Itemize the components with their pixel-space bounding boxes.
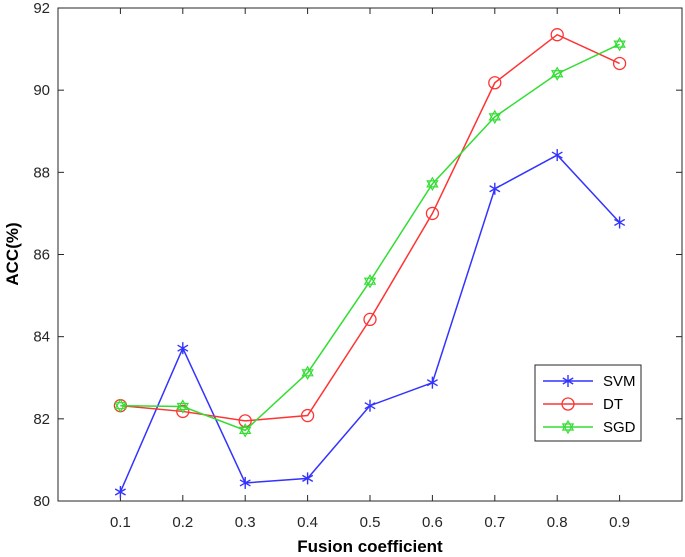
data-point-dt — [176, 404, 190, 419]
x-tick-label: 0.2 — [172, 514, 193, 531]
legend-label-dt: DT — [603, 396, 623, 413]
x-tick-label: 0.3 — [235, 514, 256, 531]
x-tick-label: 0.6 — [422, 514, 443, 531]
data-point-dt — [425, 206, 440, 221]
data-point-dt — [550, 28, 564, 42]
data-point-svm — [614, 216, 626, 229]
data-point-svm — [551, 149, 563, 162]
data-point-sgd — [176, 399, 190, 414]
data-point-sgd — [426, 176, 439, 192]
data-point-dt — [300, 408, 315, 423]
data-point-dt — [612, 56, 627, 71]
y-axis-ticks: 80 82 84 86 88 90 92 — [33, 0, 682, 510]
x-tick-label: 0.4 — [297, 514, 318, 531]
data-point-dt — [488, 76, 502, 90]
y-tick-label: 82 — [33, 411, 50, 428]
y-tick-label: 88 — [33, 164, 50, 181]
data-point-sgd — [238, 423, 252, 438]
y-tick-label: 92 — [33, 0, 50, 17]
data-point-svm — [426, 376, 438, 389]
legend-marker-dt — [561, 397, 575, 411]
data-point-svm — [239, 476, 251, 489]
x-axis-ticks: 0.1 0.2 0.3 0.4 0.5 0.6 0.7 0.8 0.9 — [110, 8, 630, 531]
legend-marker-svm — [562, 375, 574, 387]
data-point-sgd — [613, 36, 626, 52]
y-axis-title: ACC(%) — [3, 222, 22, 285]
data-point-sgd — [114, 398, 127, 413]
y-tick-label: 84 — [33, 329, 50, 346]
legend-marker-sgd — [561, 419, 575, 435]
data-point-sgd — [363, 274, 377, 289]
data-point-svm — [302, 472, 314, 485]
data-point-svm — [489, 182, 501, 195]
x-tick-label: 0.7 — [484, 514, 505, 531]
x-tick-label: 0.9 — [609, 514, 630, 531]
x-axis-title: Fusion coefficient — [297, 537, 443, 556]
series-layer — [113, 28, 627, 498]
x-tick-label: 0.1 — [110, 514, 131, 531]
data-point-sgd — [550, 66, 564, 81]
data-point-svm — [114, 485, 126, 498]
data-point-dt — [363, 312, 377, 327]
legend-box — [534, 364, 642, 442]
y-tick-label: 90 — [33, 82, 50, 99]
y-tick-label: 86 — [33, 247, 50, 264]
data-point-svm — [364, 399, 376, 412]
legend: SVM DT SGD — [534, 364, 642, 442]
legend-label-sgd: SGD — [603, 419, 636, 436]
x-tick-label: 0.8 — [547, 514, 568, 531]
series-line-sgd — [120, 43, 620, 432]
data-point-sgd — [301, 365, 314, 381]
x-tick-label: 0.5 — [360, 514, 381, 531]
data-point-sgd — [488, 109, 502, 125]
data-point-svm — [177, 342, 189, 355]
y-tick-label: 80 — [33, 493, 50, 510]
legend-label-svm: SVM — [603, 373, 636, 390]
